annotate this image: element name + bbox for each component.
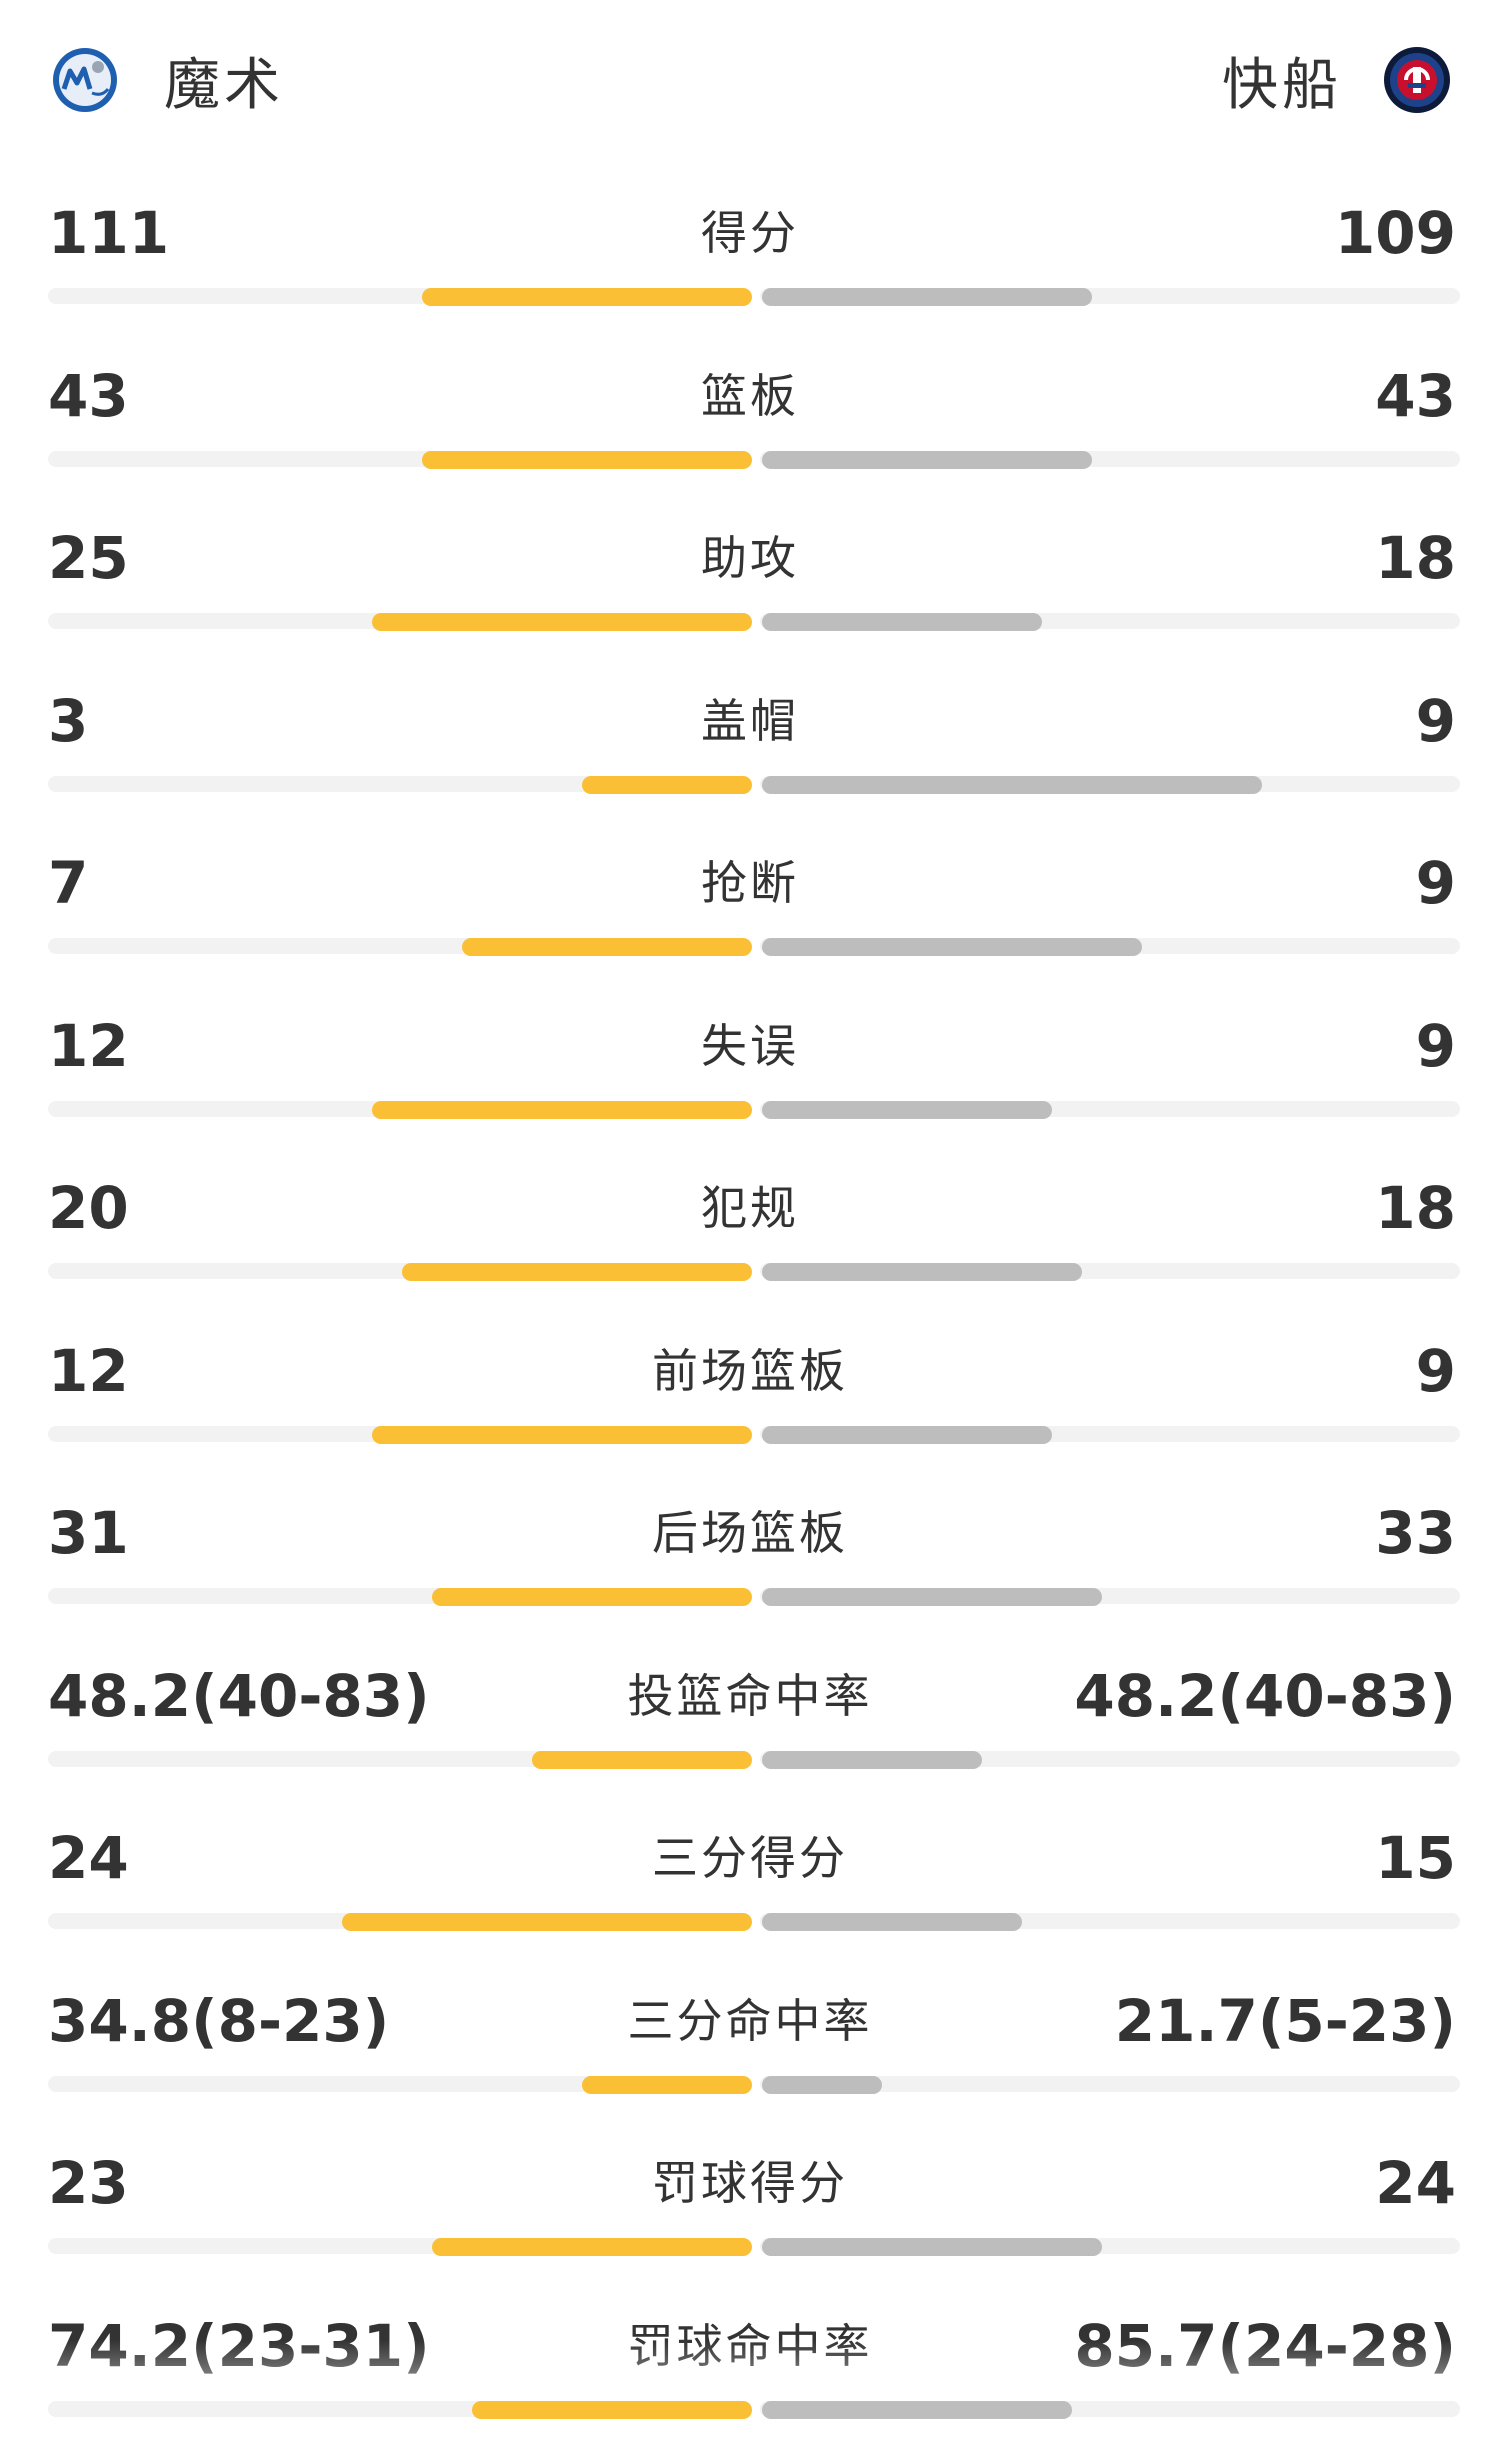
stat-row: 12 前场篮板 9 (0, 1324, 1500, 1484)
home-bar-fill (462, 938, 752, 956)
away-bar-fill (762, 613, 1042, 631)
stat-label: 失误 (701, 1018, 799, 1073)
stat-label: 抢断 (701, 856, 799, 910)
away-bar-fill (762, 938, 1142, 956)
home-stat-value: 43 (48, 361, 129, 430)
stat-row: 31 后场篮板 33 (0, 1486, 1500, 1646)
away-stat-value: 18 (1375, 524, 1456, 592)
away-bar-fill (762, 1100, 1052, 1119)
away-stat-value: 9 (1415, 1011, 1456, 1080)
away-stat-value: 9 (1415, 686, 1456, 755)
stat-row: 20 犯规 18 (0, 1161, 1500, 1321)
stat-label: 三分命中率 (627, 1993, 873, 2048)
away-bar-fill (762, 1750, 982, 1769)
stat-row: 23 罚球得分 24 (0, 2136, 1500, 2296)
away-bar-fill (762, 288, 1092, 306)
stat-row: 3 盖帽 9 (0, 674, 1500, 834)
away-bar-track (760, 2075, 1460, 2092)
stat-row: 24 三分得分 15 (0, 1811, 1500, 1971)
home-bar-fill (402, 1263, 752, 1281)
away-bar-fill (762, 1425, 1052, 1444)
stat-row: 43 篮板 43 (0, 349, 1500, 509)
home-stat-value: 48.2(40-83) (48, 1661, 430, 1730)
home-stat-value: 111 (48, 199, 170, 267)
stat-row: 48.2(40-83) 投篮命中率 48.2(40-83) (0, 1649, 1500, 1809)
home-stat-value: 23 (48, 2149, 129, 2217)
home-stat-value: 34.8(8-23) (48, 1986, 390, 2055)
home-bar-fill (372, 613, 752, 631)
away-stat-value: 9 (1415, 849, 1456, 917)
away-bar-fill (762, 2400, 1072, 2419)
home-bar-fill (422, 288, 752, 306)
home-bar-fill (372, 1100, 752, 1119)
away-stat-value: 21.7(5-23) (1114, 1986, 1456, 2055)
home-bar-fill (472, 2400, 752, 2419)
away-stat-value: 43 (1375, 361, 1456, 430)
away-bar-fill (762, 450, 1092, 469)
team-header: 魔术 快船 (0, 0, 1500, 160)
away-stat-value: 33 (1375, 1499, 1456, 1567)
home-bar-fill (582, 2075, 752, 2094)
la-clippers-logo-icon (1384, 47, 1450, 113)
home-stat-value: 25 (48, 524, 129, 592)
home-bar-track (48, 775, 748, 792)
home-bar-fill (432, 2238, 752, 2256)
home-stat-value: 20 (48, 1174, 129, 1242)
stat-label: 三分得分 (652, 1831, 848, 1885)
away-stat-value: 109 (1334, 199, 1456, 267)
home-bar-track (48, 2075, 748, 2092)
away-stat-value: 9 (1415, 1336, 1456, 1405)
stat-label: 罚球得分 (652, 2156, 848, 2210)
away-bar-fill (762, 1263, 1082, 1281)
away-team[interactable]: 快船 (1222, 35, 1452, 125)
away-bar-fill (762, 775, 1262, 794)
stat-label: 篮板 (701, 368, 799, 423)
stat-label: 前场篮板 (652, 1343, 848, 1398)
home-bar-fill (432, 1588, 752, 1606)
home-stat-value: 12 (48, 1336, 129, 1405)
stat-row: 34.8(8-23) 三分命中率 21.7(5-23) (0, 1974, 1500, 2134)
stat-label: 助攻 (701, 531, 799, 585)
stat-label: 投篮命中率 (627, 1668, 873, 1723)
home-stat-value: 24 (48, 1824, 129, 1892)
home-stat-value: 3 (48, 686, 89, 755)
home-bar-fill (372, 1425, 752, 1444)
stat-label: 盖帽 (701, 693, 799, 748)
away-bar-fill (762, 1588, 1102, 1606)
home-stat-value: 7 (48, 849, 89, 917)
home-bar-fill (342, 1913, 752, 1931)
away-bar-fill (762, 1913, 1022, 1931)
stat-row: 111 得分 109 (0, 186, 1500, 346)
away-team-name: 快船 (1222, 52, 1342, 118)
home-bar-fill (582, 775, 752, 794)
away-bar-fill (762, 2075, 882, 2094)
home-team[interactable]: 魔术 (50, 35, 284, 125)
stat-label: 后场篮板 (652, 1506, 848, 1560)
away-bar-fill (762, 2238, 1102, 2256)
home-team-name: 魔术 (164, 52, 284, 118)
stat-row: 12 失误 9 (0, 999, 1500, 1159)
bottom-fade (0, 2340, 1500, 2400)
away-stat-value: 18 (1375, 1174, 1456, 1242)
away-stat-value: 48.2(40-83) (1074, 1661, 1456, 1730)
away-stat-value: 24 (1375, 2149, 1456, 2217)
home-bar-fill (422, 450, 752, 469)
stat-label: 得分 (701, 206, 799, 260)
stat-row: 25 助攻 18 (0, 511, 1500, 671)
home-bar-fill (532, 1750, 752, 1769)
home-stat-value: 31 (48, 1499, 129, 1567)
orlando-magic-logo-icon (53, 48, 117, 112)
stat-row: 7 抢断 9 (0, 836, 1500, 996)
away-stat-value: 15 (1375, 1824, 1456, 1892)
home-stat-value: 12 (48, 1011, 129, 1080)
stat-label: 犯规 (701, 1181, 799, 1235)
